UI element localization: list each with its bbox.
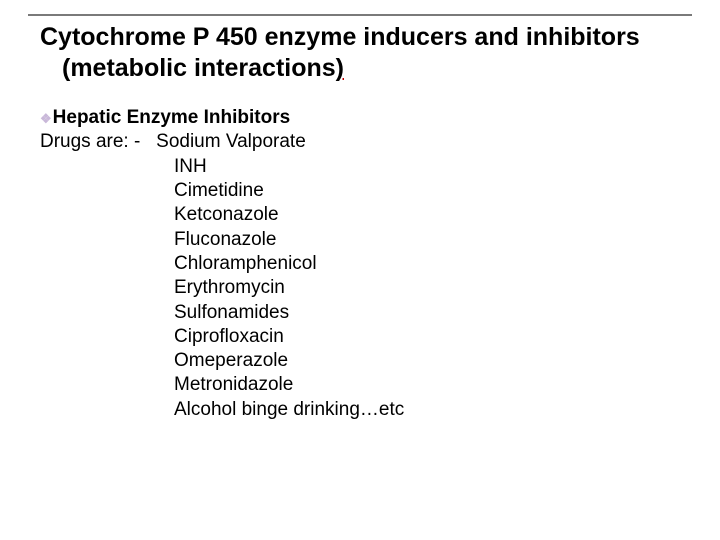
title-line-2: (metabolic interactions) <box>40 53 680 84</box>
drug-item: Ketconazole <box>174 203 680 227</box>
drug-item: Cimetidine <box>174 179 680 203</box>
drug-item: Alcohol binge drinking…etc <box>174 398 680 422</box>
subheading-row: ❖Hepatic Enzyme Inhibitors <box>40 106 680 130</box>
title-line-1: Cytochrome P 450 enzyme inducers and inh… <box>40 23 640 51</box>
drug-item: Chloramphenicol <box>174 252 680 276</box>
drug-item: Sulfonamides <box>174 301 680 325</box>
drugs-label: Drugs are: - <box>40 130 156 154</box>
body-text: ❖Hepatic Enzyme Inhibitors Drugs are: - … <box>40 106 680 422</box>
slide-title: Cytochrome P 450 enzyme inducers and inh… <box>40 22 680 85</box>
title-line-2-pre: (metabolic interactions <box>62 54 336 82</box>
drug-item: Ciprofloxacin <box>174 325 680 349</box>
top-divider <box>28 14 692 16</box>
title-line-2-underlined: ) <box>336 54 344 82</box>
drug-item: Sodium Valporate <box>156 130 306 154</box>
drug-item: Omeperazole <box>174 349 680 373</box>
drug-item: Fluconazole <box>174 228 680 252</box>
drugs-line: Drugs are: - Sodium Valporate <box>40 130 680 154</box>
drug-item: Erythromycin <box>174 276 680 300</box>
slide: Cytochrome P 450 enzyme inducers and inh… <box>0 0 720 540</box>
subheading: Hepatic Enzyme Inhibitors <box>53 107 291 128</box>
drug-item: Metronidazole <box>174 373 680 397</box>
drug-item: INH <box>174 155 680 179</box>
diamond-bullet-icon: ❖ <box>40 111 52 128</box>
drugs-list: INH Cimetidine Ketconazole Fluconazole C… <box>40 155 680 422</box>
